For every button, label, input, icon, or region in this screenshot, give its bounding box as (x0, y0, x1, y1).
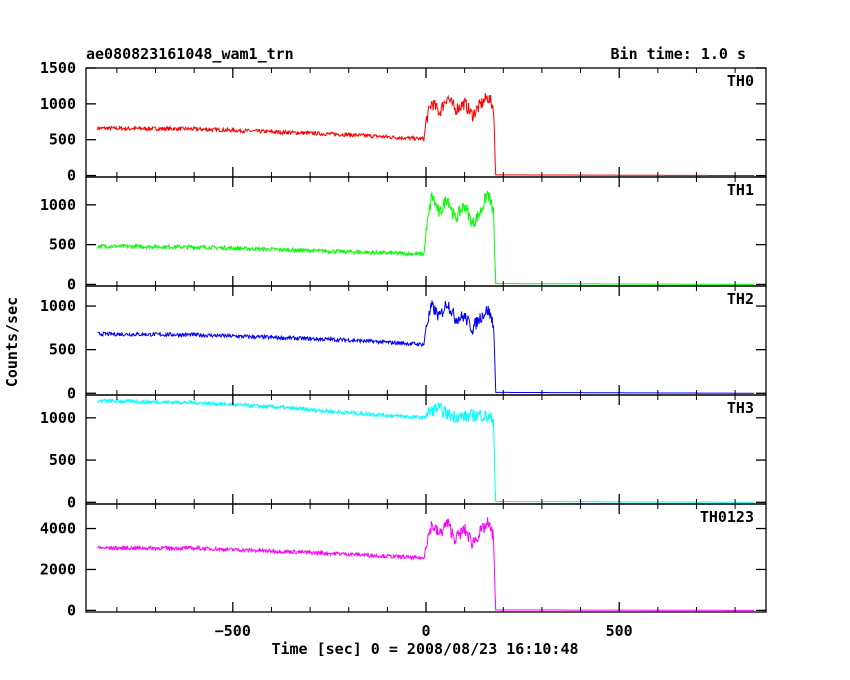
series-line-th3 (97, 398, 755, 503)
y-tick-label: 500 (49, 451, 76, 469)
y-tick-label: 0 (67, 493, 76, 511)
panels-group: 0 500 1000 1500 TH0 0 500 1000 TH1 0 500 1000 TH2 0 50… (40, 59, 767, 619)
panel-label-th0123: TH0123 (700, 508, 754, 526)
panel-frame (85, 285, 767, 396)
x-tick-label: 0 (421, 622, 430, 640)
y-tick-label: 1500 (40, 59, 76, 77)
y-tick-label: 1000 (40, 95, 76, 113)
y-tick-label: 0 (67, 167, 76, 185)
panel-frame (85, 503, 767, 613)
y-axis-label: Counts/sec (3, 297, 21, 387)
chart-title: ae080823161048_wam1_trn (86, 45, 294, 63)
x-tick-label: −500 (215, 622, 251, 640)
y-tick-label: 1000 (40, 297, 76, 315)
panel-th2: 0 500 1000 TH2 (40, 285, 767, 402)
x-tick-labels: −500 0 500 (215, 622, 633, 640)
panel-th0: 0 500 1000 1500 TH0 (40, 59, 767, 185)
series-line-th2 (97, 300, 755, 394)
panel-th1: 0 500 1000 TH1 (40, 176, 767, 293)
y-tick-label: 4000 (40, 520, 76, 538)
panel-th3: 0 500 1000 TH3 (40, 394, 767, 511)
y-tick-label: 0 (67, 601, 76, 619)
panel-label-th0: TH0 (727, 72, 754, 90)
series-line-th0123 (97, 517, 755, 611)
panel-label-th3: TH3 (727, 399, 754, 417)
series-line-th0 (97, 93, 755, 177)
panel-th0123: 0 2000 4000 TH0123 (40, 503, 767, 619)
y-tick-label: 1000 (40, 196, 76, 214)
bin-time-label: Bin time: 1.0 s (611, 45, 746, 63)
x-tick-label: 500 (606, 622, 633, 640)
panel-frame (85, 394, 767, 505)
y-tick-label: 500 (49, 131, 76, 149)
y-tick-label: 2000 (40, 560, 76, 578)
x-axis-label: Time [sec] 0 = 2008/08/23 16:10:48 (271, 640, 578, 658)
y-tick-label: 500 (49, 341, 76, 359)
y-tick-label: 0 (67, 384, 76, 402)
series-line-th1 (97, 190, 755, 285)
panel-label-th2: TH2 (727, 290, 754, 308)
y-tick-label: 500 (49, 236, 76, 254)
y-tick-label: 1000 (40, 409, 76, 427)
y-tick-label: 0 (67, 275, 76, 293)
panel-label-th1: TH1 (727, 181, 754, 199)
